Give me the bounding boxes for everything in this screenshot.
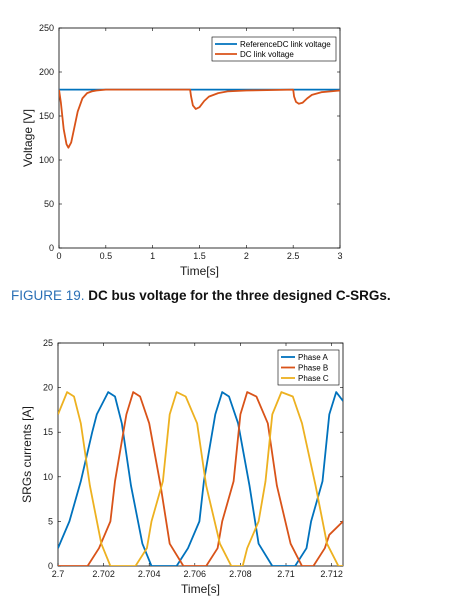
chart2-y-tick-label: 15 (43, 427, 53, 437)
chart1-x-tick-label: 2.5 (287, 251, 300, 261)
chart2-legend-label-phase-a: Phase A (298, 353, 328, 362)
chart1-x-tick-label: 2 (244, 251, 249, 261)
chart2-x-tick-label: 2.712 (320, 569, 343, 579)
chart1-x-tick-label: 3 (337, 251, 342, 261)
chart2-y-tick-label: 5 (48, 516, 53, 526)
chart1-series-dc-link-voltage (59, 88, 340, 149)
chart2-y-tick-label: 0 (48, 561, 53, 571)
chart2-series-group (58, 391, 343, 566)
chart2-y-tick-label: 25 (43, 338, 53, 348)
chart1-legend-label-dc-link-voltage: DC link voltage (240, 50, 294, 59)
chart1-y-tick-label: 250 (39, 23, 54, 33)
chart1-x-tick-label: 1.5 (193, 251, 206, 261)
chart2-x-tick-label: 2.708 (229, 569, 252, 579)
figure-caption-text: DC bus voltage for the three designed C-… (88, 288, 391, 303)
chart2-x-tick-label: 2.706 (184, 569, 207, 579)
chart2-x-tick-label: 2.704 (138, 569, 161, 579)
dc-bus-voltage-chart: 0 0.5 1 1.5 2 2.5 3 0 50 100 150 200 250 Time[s] Volta… (21, 23, 343, 278)
chart2-x-axis-label: Time[s] (181, 582, 220, 596)
chart1-x-tick-label: 0.5 (100, 251, 113, 261)
chart2-series-phase-a (58, 391, 343, 566)
chart2-y-tick-label: 10 (43, 472, 53, 482)
chart2-legend-label-phase-b: Phase B (298, 364, 328, 373)
chart2-series-phase-c (58, 391, 343, 566)
chart1-y-tick-label: 150 (39, 111, 54, 121)
figure-number: FIGURE 19. (11, 288, 85, 303)
figure-caption: FIGURE 19. DC bus voltage for the three … (11, 288, 471, 303)
chart1-y-axis-label: Voltage [V] (21, 109, 35, 167)
chart1-y-tick-label: 50 (44, 199, 54, 209)
chart2-x-tick-label: 2.702 (92, 569, 115, 579)
chart1-y-tick-label: 0 (49, 243, 54, 253)
chart1-legend-label-referencedc-link-voltage: ReferenceDC link voltage (240, 40, 331, 49)
chart1-legend (211, 36, 337, 62)
chart1-x-tick-label: 0 (56, 251, 61, 261)
chart1-x-tick-label: 1 (150, 251, 155, 261)
chart2-legend-label-phase-c: Phase C (298, 374, 329, 383)
chart1-y-tick-label: 100 (39, 155, 54, 165)
chart2-x-tick-label: 2.7 (52, 569, 65, 579)
chart1-x-axis-label: Time[s] (180, 264, 219, 278)
chart2-series-phase-b (58, 391, 343, 566)
chart1-series-group (59, 88, 340, 149)
chart2-y-tick-label: 20 (43, 383, 53, 393)
chart1-plot-area (58, 27, 341, 249)
chart1-y-tick-label: 200 (39, 67, 54, 77)
chart2-x-tick-label: 2.71 (277, 569, 295, 579)
srg-currents-chart: 2.7 2.702 2.704 2.706 2.708 2.71 2.712 0 5 10 15 20… (20, 338, 344, 596)
chart2-y-axis-label: SRGs currents [A] (20, 406, 34, 503)
